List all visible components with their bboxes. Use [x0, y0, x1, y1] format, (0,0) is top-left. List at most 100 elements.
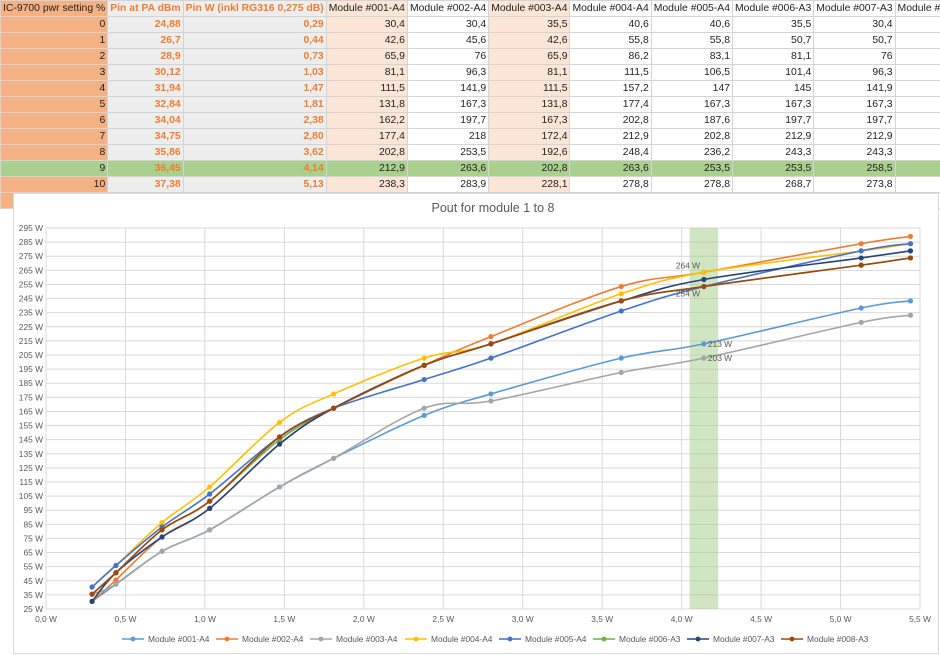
column-header[interactable]: Module #005-A4: [650, 0, 734, 17]
table-cell[interactable]: 197,7: [406, 112, 490, 129]
table-cell[interactable]: 45,6: [406, 32, 490, 49]
table-cell[interactable]: 81,1: [488, 64, 571, 81]
table-cell[interactable]: 111,5: [488, 80, 571, 97]
table-cell[interactable]: 76: [406, 48, 490, 65]
column-header[interactable]: Pin W (inkl RG316 0,275 dB): [182, 0, 327, 17]
table-cell[interactable]: 177,4: [569, 96, 652, 113]
table-cell[interactable]: 1,81: [182, 96, 327, 113]
table-cell[interactable]: 202,8: [650, 128, 734, 145]
table-cell[interactable]: 81,1: [325, 64, 408, 81]
table-cell[interactable]: 197,7: [894, 112, 940, 129]
table-cell[interactable]: 187,6: [650, 112, 734, 129]
table-cell[interactable]: 253,5: [732, 160, 815, 177]
table-cell[interactable]: 172,4: [488, 128, 571, 145]
table-cell[interactable]: 35,86: [107, 144, 184, 161]
table-cell[interactable]: 212,9: [325, 160, 408, 177]
table-cell[interactable]: 83,1: [650, 48, 734, 65]
table-cell[interactable]: 202,8: [325, 144, 408, 161]
table-cell[interactable]: 65,9: [488, 48, 571, 65]
table-cell[interactable]: 167,3: [732, 96, 815, 113]
table-cell[interactable]: 0,44: [182, 32, 327, 49]
table-cell[interactable]: 101,4: [894, 64, 940, 81]
column-header[interactable]: Module #001-A4: [325, 0, 408, 17]
table-cell[interactable]: 3,62: [182, 144, 327, 161]
table-cell[interactable]: 197,7: [813, 112, 896, 129]
table-cell[interactable]: 2,38: [182, 112, 327, 129]
table-cell[interactable]: 4,14: [182, 160, 327, 177]
table-cell[interactable]: 273,8: [813, 176, 896, 193]
table-cell[interactable]: 106,5: [650, 64, 734, 81]
table-cell[interactable]: 10: [0, 176, 109, 193]
table-cell[interactable]: 147: [894, 80, 940, 97]
table-cell[interactable]: 243,3: [732, 144, 815, 161]
table-cell[interactable]: 212,9: [894, 128, 940, 145]
table-cell[interactable]: 36,45: [107, 160, 184, 177]
table-cell[interactable]: 0,29: [182, 16, 327, 33]
table-cell[interactable]: 167,3: [894, 96, 940, 113]
table-cell[interactable]: 30,12: [107, 64, 184, 81]
table-cell[interactable]: 147: [650, 80, 734, 97]
table-cell[interactable]: 2,80: [182, 128, 327, 145]
table-cell[interactable]: 76: [813, 48, 896, 65]
table-cell[interactable]: 253,5: [406, 144, 490, 161]
table-cell[interactable]: 167,3: [488, 112, 571, 129]
table-cell[interactable]: 65,9: [325, 48, 408, 65]
table-cell[interactable]: 8: [0, 144, 109, 161]
table-cell[interactable]: 111,5: [569, 64, 652, 81]
table-cell[interactable]: 26,7: [107, 32, 184, 49]
table-cell[interactable]: 157,2: [569, 80, 652, 97]
table-cell[interactable]: 283,9: [406, 176, 490, 193]
table-cell[interactable]: 243,3: [813, 144, 896, 161]
table-cell[interactable]: 81,1: [894, 48, 940, 65]
table-cell[interactable]: 30,4: [406, 16, 490, 33]
table-cell[interactable]: 131,8: [325, 96, 408, 113]
table-cell[interactable]: 31,94: [107, 80, 184, 97]
table-cell[interactable]: 34,04: [107, 112, 184, 129]
table-cell[interactable]: 197,7: [732, 112, 815, 129]
table-cell[interactable]: 35,5: [488, 16, 571, 33]
table-cell[interactable]: 212,9: [569, 128, 652, 145]
table-cell[interactable]: 131,8: [488, 96, 571, 113]
table-cell[interactable]: 268,7: [894, 176, 940, 193]
table-cell[interactable]: 0: [0, 16, 109, 33]
table-cell[interactable]: 263,6: [406, 160, 490, 177]
table-cell[interactable]: 35,5: [732, 16, 815, 33]
table-cell[interactable]: 7: [0, 128, 109, 145]
table-cell[interactable]: 4: [0, 80, 109, 97]
table-cell[interactable]: 86,2: [569, 48, 652, 65]
table-cell[interactable]: 1,03: [182, 64, 327, 81]
table-cell[interactable]: 258,5: [813, 160, 896, 177]
table-cell[interactable]: 236,2: [650, 144, 734, 161]
table-cell[interactable]: 42,6: [488, 32, 571, 49]
table-cell[interactable]: 50,7: [813, 32, 896, 49]
table-cell[interactable]: 40,6: [569, 16, 652, 33]
table-cell[interactable]: 263,6: [569, 160, 652, 177]
table-cell[interactable]: 167,3: [813, 96, 896, 113]
column-header[interactable]: Pin at PA dBm: [107, 0, 184, 17]
table-cell[interactable]: 253,5: [894, 160, 940, 177]
column-header[interactable]: Module #006-A3: [732, 0, 815, 17]
table-cell[interactable]: 40,6: [650, 16, 734, 33]
table-cell[interactable]: 2: [0, 48, 109, 65]
chart-area[interactable]: Pout for module 1 to 8 25 W 35 W 45 W 55 W 65…: [13, 193, 939, 654]
table-cell[interactable]: 238,3: [325, 176, 408, 193]
column-header[interactable]: Module #008-A3: [894, 0, 940, 17]
table-cell[interactable]: 30,4: [813, 16, 896, 33]
table-cell[interactable]: 32,84: [107, 96, 184, 113]
column-header[interactable]: IC-9700 pwr setting %: [0, 0, 109, 17]
table-cell[interactable]: 81,1: [732, 48, 815, 65]
column-header[interactable]: Module #003-A4: [488, 0, 571, 17]
table-cell[interactable]: 96,3: [813, 64, 896, 81]
table-cell[interactable]: 212,9: [813, 128, 896, 145]
table-cell[interactable]: 42,6: [325, 32, 408, 49]
table-cell[interactable]: 28,9: [107, 48, 184, 65]
table-cell[interactable]: 24,88: [107, 16, 184, 33]
column-header[interactable]: Module #004-A4: [569, 0, 652, 17]
table-cell[interactable]: 177,4: [325, 128, 408, 145]
table-cell[interactable]: 5: [0, 96, 109, 113]
table-cell[interactable]: 141,9: [406, 80, 490, 97]
table-cell[interactable]: 35,5: [894, 16, 940, 33]
table-cell[interactable]: 30,4: [325, 16, 408, 33]
table-cell[interactable]: 253,5: [650, 160, 734, 177]
table-cell[interactable]: 5,13: [182, 176, 327, 193]
